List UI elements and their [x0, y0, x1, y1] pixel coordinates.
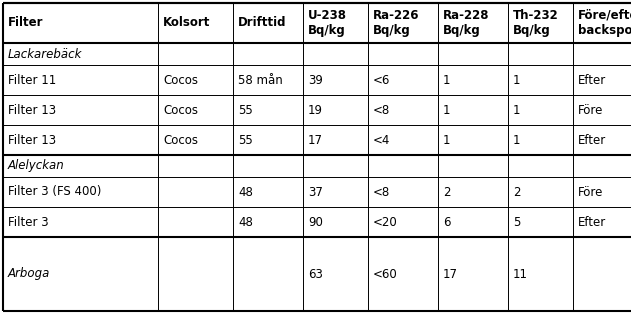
Text: Cocos: Cocos — [163, 73, 198, 87]
Text: Efter: Efter — [578, 73, 606, 87]
Text: Efter: Efter — [578, 134, 606, 146]
Text: Filter: Filter — [8, 16, 44, 30]
Text: Efter: Efter — [578, 215, 606, 228]
Text: 17: 17 — [443, 267, 458, 280]
Text: 17: 17 — [308, 134, 323, 146]
Text: <60: <60 — [373, 267, 398, 280]
Text: Cocos: Cocos — [163, 134, 198, 146]
Text: <8: <8 — [373, 186, 390, 198]
Text: Filter 13: Filter 13 — [8, 134, 56, 146]
Text: 55: 55 — [238, 134, 253, 146]
Text: <6: <6 — [373, 73, 391, 87]
Text: 37: 37 — [308, 186, 323, 198]
Text: Ra-228
Bq/kg: Ra-228 Bq/kg — [443, 9, 490, 37]
Text: Före/efter
backspolning: Före/efter backspolning — [578, 9, 631, 37]
Text: 11: 11 — [513, 267, 528, 280]
Text: 1: 1 — [443, 134, 451, 146]
Text: 58 mån: 58 mån — [238, 73, 283, 87]
Text: U-238
Bq/kg: U-238 Bq/kg — [308, 9, 347, 37]
Text: 5: 5 — [513, 215, 521, 228]
Text: Kolsort: Kolsort — [163, 16, 210, 30]
Text: Lackarebäck: Lackarebäck — [8, 48, 83, 60]
Text: 90: 90 — [308, 215, 323, 228]
Text: <8: <8 — [373, 104, 390, 117]
Text: 19: 19 — [308, 104, 323, 117]
Text: Arboga: Arboga — [8, 267, 50, 280]
Text: 2: 2 — [513, 186, 521, 198]
Text: 1: 1 — [513, 134, 521, 146]
Text: 1: 1 — [513, 73, 521, 87]
Text: Ra-226
Bq/kg: Ra-226 Bq/kg — [373, 9, 420, 37]
Text: Cocos: Cocos — [163, 104, 198, 117]
Text: Th-232
Bq/kg: Th-232 Bq/kg — [513, 9, 558, 37]
Text: 1: 1 — [443, 104, 451, 117]
Text: Filter 3: Filter 3 — [8, 215, 49, 228]
Text: 39: 39 — [308, 73, 323, 87]
Text: Filter 13: Filter 13 — [8, 104, 56, 117]
Text: Alelyckan: Alelyckan — [8, 159, 65, 173]
Text: 1: 1 — [443, 73, 451, 87]
Text: <20: <20 — [373, 215, 398, 228]
Text: Drifttid: Drifttid — [238, 16, 286, 30]
Text: 48: 48 — [238, 186, 253, 198]
Text: 48: 48 — [238, 215, 253, 228]
Text: 55: 55 — [238, 104, 253, 117]
Text: Filter 3 (FS 400): Filter 3 (FS 400) — [8, 186, 102, 198]
Text: 1: 1 — [513, 104, 521, 117]
Text: Filter 11: Filter 11 — [8, 73, 56, 87]
Text: Före: Före — [578, 104, 603, 117]
Text: <4: <4 — [373, 134, 391, 146]
Text: 6: 6 — [443, 215, 451, 228]
Text: 2: 2 — [443, 186, 451, 198]
Text: 63: 63 — [308, 267, 323, 280]
Text: Före: Före — [578, 186, 603, 198]
